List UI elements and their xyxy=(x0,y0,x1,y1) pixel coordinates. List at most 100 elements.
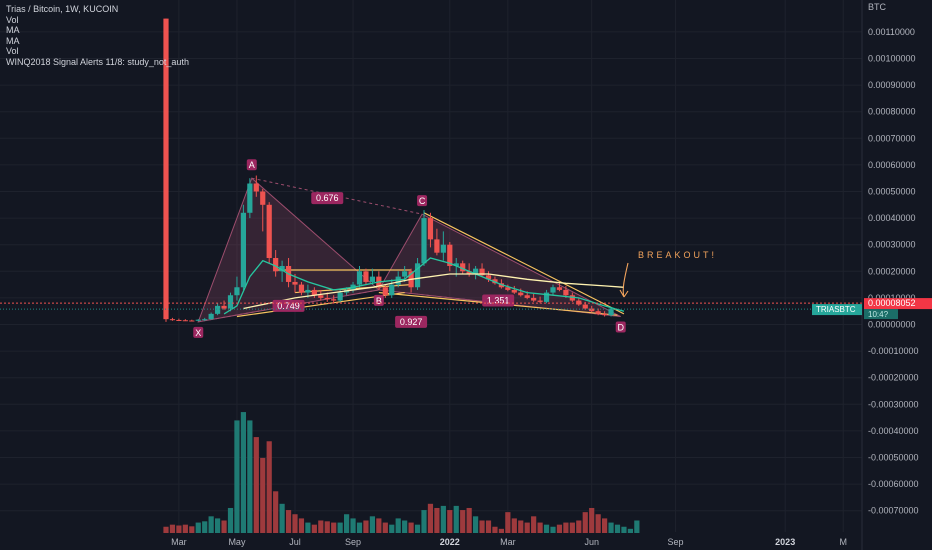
candle xyxy=(215,303,221,316)
x-tick-label: Jul xyxy=(289,537,301,547)
volume-bar xyxy=(621,526,627,533)
volume-bar xyxy=(356,522,363,533)
y-tick-label: -0.00010000 xyxy=(868,346,919,356)
candle xyxy=(376,271,382,290)
legend-ma-1[interactable]: MA xyxy=(6,25,20,36)
candle xyxy=(427,212,434,248)
y-tick-label: -0.00060000 xyxy=(868,479,919,489)
candle-body xyxy=(305,289,311,293)
candle-body xyxy=(221,305,227,309)
time-axis[interactable]: Mar May Jul Sep 2022 Mar Jun Sep 2023 M xyxy=(171,537,847,547)
volume-bar xyxy=(556,524,563,533)
breakout-annotation: BREAKOUT! xyxy=(638,250,717,260)
volume-bar xyxy=(215,518,221,533)
countdown-label: 10:4? xyxy=(868,310,889,319)
candle xyxy=(537,296,543,304)
volume-bar xyxy=(318,520,324,533)
candle xyxy=(227,292,234,312)
volume-bar xyxy=(563,522,569,533)
candle-body xyxy=(215,305,221,314)
candle xyxy=(595,308,601,316)
pattern-point-d: D xyxy=(615,321,626,333)
candle-body xyxy=(208,313,214,320)
price-badges: 0.00008052 TRIASBTC 10:4? xyxy=(0,298,932,320)
x-tick-label: Sep xyxy=(345,537,361,547)
candle-body xyxy=(163,18,169,320)
volume-bar xyxy=(440,505,446,533)
candle-body xyxy=(440,244,446,253)
candle xyxy=(440,231,446,261)
volume-bar xyxy=(195,522,201,533)
legend-ma-2[interactable]: MA xyxy=(6,35,20,46)
volume-bar xyxy=(460,510,466,533)
candle-body xyxy=(279,265,285,272)
candle-body xyxy=(543,292,550,302)
x-tick-label: Sep xyxy=(668,537,684,547)
currency-label: BTC xyxy=(868,2,887,12)
pattern-point-x: X xyxy=(193,326,204,338)
legend-signal-alerts[interactable]: WINQ2018 Signal Alerts 11/8: study_not_a… xyxy=(6,56,189,67)
x-tick-label: Jun xyxy=(584,537,599,547)
volume-bar xyxy=(492,526,498,533)
candle xyxy=(331,295,337,304)
volume-bar xyxy=(602,518,608,533)
candle xyxy=(608,307,614,317)
candle-body xyxy=(382,287,388,296)
pattern-point-label: B xyxy=(376,296,382,306)
volume-bar xyxy=(208,516,214,533)
volume-bar xyxy=(221,520,227,533)
legend-title[interactable]: Trias / Bitcoin, 1W, KUCOIN xyxy=(6,4,119,14)
price-axis[interactable]: 0.00110000 0.00100000 0.00090000 0.00080000… xyxy=(868,2,919,516)
y-tick-label: -0.00070000 xyxy=(868,506,919,516)
candle xyxy=(389,279,395,298)
candle-body xyxy=(531,297,537,301)
candle-body xyxy=(563,289,569,296)
pattern-point-badge xyxy=(246,159,257,171)
candle-body xyxy=(569,295,575,301)
y-tick-label: 0.00110000 xyxy=(868,27,915,37)
legend-vol[interactable]: Vol xyxy=(6,14,19,25)
trend-line xyxy=(423,212,625,315)
candle xyxy=(434,228,440,256)
candle-body xyxy=(247,183,253,213)
candle-body xyxy=(266,204,272,258)
ma-slow-line xyxy=(243,273,625,310)
ratio-text: 1.351 xyxy=(487,296,510,306)
candle-body xyxy=(473,268,479,274)
volume-bar xyxy=(408,522,414,533)
candle-body xyxy=(434,239,440,253)
volume-bar xyxy=(395,518,401,533)
candle xyxy=(169,317,176,321)
candle-body xyxy=(511,289,517,293)
y-tick-label: 0.00020000 xyxy=(868,266,916,276)
volume-bar xyxy=(453,505,459,533)
volume-bar xyxy=(427,503,434,533)
candle-body xyxy=(176,319,182,321)
ratio-text: 0.749 xyxy=(277,301,300,311)
candle-body xyxy=(524,295,530,298)
pattern-point-label: C xyxy=(419,196,426,206)
volume-bar xyxy=(298,518,305,533)
volume-bar xyxy=(176,525,182,533)
candle xyxy=(602,311,608,317)
volume-bar xyxy=(247,420,253,533)
symbol-badge xyxy=(812,304,862,316)
volume-bar xyxy=(589,507,595,533)
volume-bar xyxy=(227,507,234,533)
y-tick-label: 0.00050000 xyxy=(868,187,916,197)
candle-body xyxy=(318,295,324,298)
chart-legend[interactable]: Trias / Bitcoin, 1W, KUCOIN Vol MA MA Vo… xyxy=(6,4,189,68)
volume-bar xyxy=(434,507,440,533)
candle xyxy=(234,276,240,301)
legend-vol-2[interactable]: Vol xyxy=(6,46,19,57)
pattern-point-a: A xyxy=(246,159,257,171)
candle-body xyxy=(253,183,259,192)
candle xyxy=(550,284,556,296)
candle-body xyxy=(234,287,240,296)
candle xyxy=(395,271,401,288)
y-tick-label: -0.00050000 xyxy=(868,453,919,463)
ratio-badge xyxy=(395,315,428,328)
volume-bar xyxy=(324,521,330,533)
volume-bar xyxy=(473,516,479,533)
